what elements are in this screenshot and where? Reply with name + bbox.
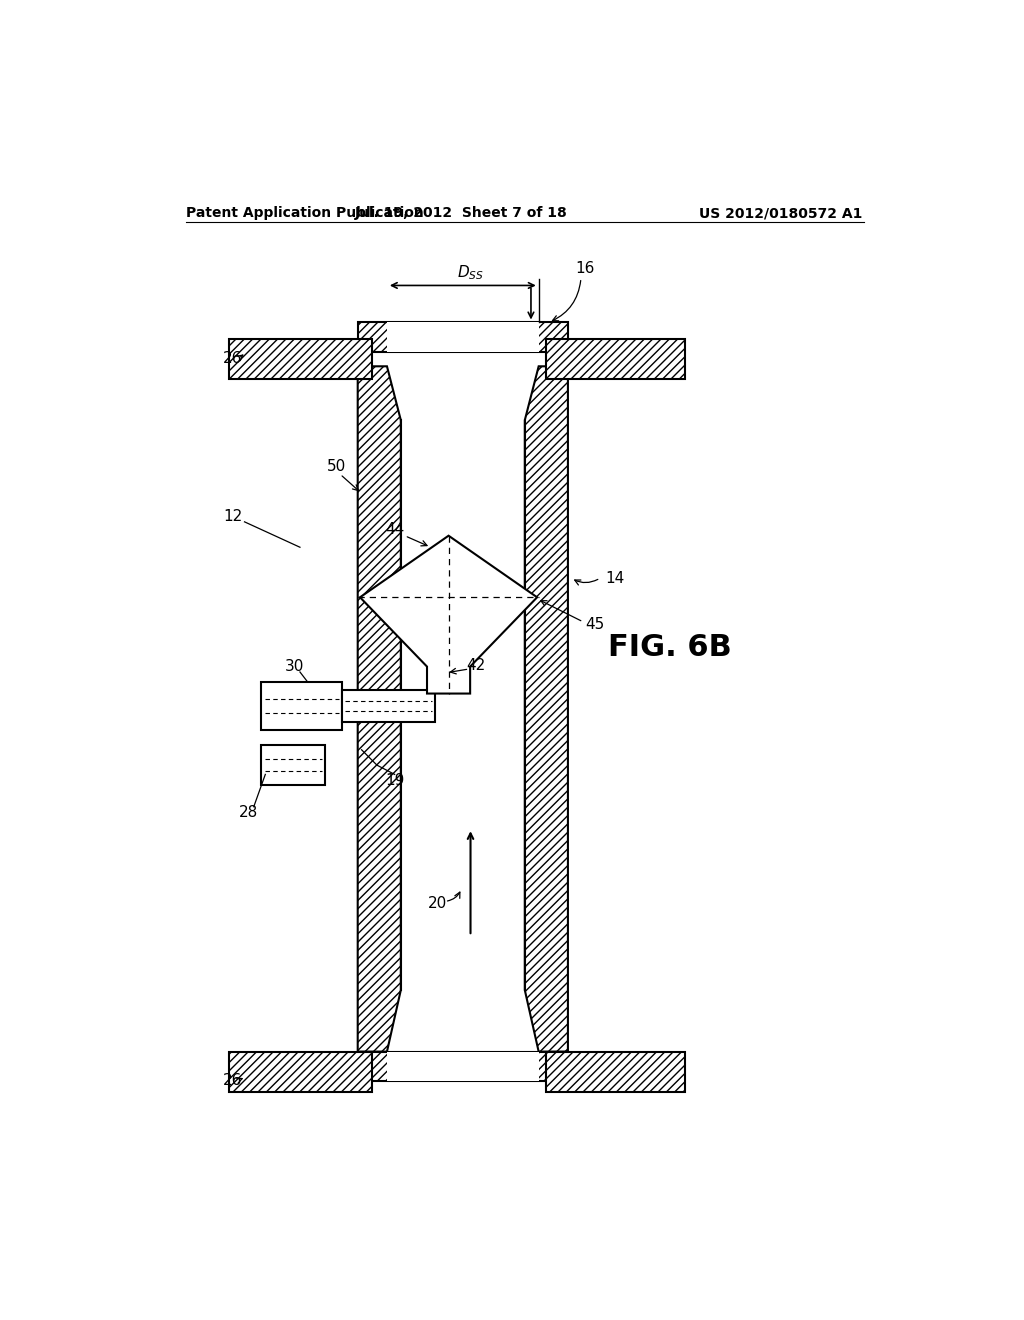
Bar [357,1052,568,1081]
Bar [261,682,342,730]
Bar [261,744,326,785]
Text: 28: 28 [239,805,258,821]
Text: 26: 26 [223,1073,243,1088]
Text: US 2012/0180572 A1: US 2012/0180572 A1 [698,206,862,220]
Text: 14: 14 [605,570,625,586]
Text: 42: 42 [466,657,485,673]
Text: $D_{SS}$: $D_{SS}$ [457,263,484,281]
Bar [342,689,435,722]
Polygon shape [360,536,538,693]
Text: 44: 44 [385,521,404,537]
Bar [357,322,568,351]
Bar [387,322,539,351]
Text: 16: 16 [575,261,595,276]
Polygon shape [357,367,400,1052]
Bar [387,1052,539,1081]
Text: 26: 26 [223,351,243,366]
Text: Patent Application Publication: Patent Application Publication [186,206,424,220]
Text: 50: 50 [328,459,346,474]
Bar [400,367,524,1052]
Polygon shape [524,367,568,1052]
Bar [547,339,685,379]
Text: 30: 30 [285,659,304,675]
Bar [229,1052,372,1092]
Text: Jul. 19, 2012  Sheet 7 of 18: Jul. 19, 2012 Sheet 7 of 18 [355,206,568,220]
Text: 20: 20 [427,896,446,911]
Bar [229,339,372,379]
Text: 19: 19 [385,774,404,788]
Bar [547,1052,685,1092]
Text: 45: 45 [585,616,604,632]
Text: FIG. 6B: FIG. 6B [607,632,731,661]
Text: 12: 12 [223,510,243,524]
